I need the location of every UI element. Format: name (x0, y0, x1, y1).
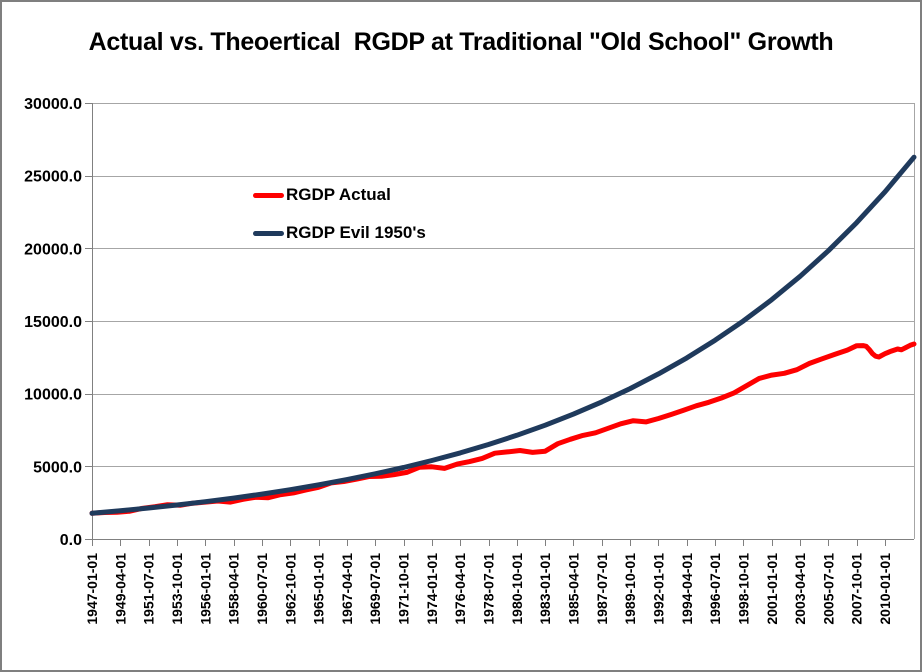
x-tick-label: 1987-07-01 (594, 553, 610, 625)
x-tick-label: 1989-10-01 (622, 553, 638, 625)
y-tick-label: 20000.0 (24, 241, 82, 258)
x-tick-label: 2010-01-01 (877, 553, 893, 625)
y-tick-label: 15000.0 (24, 314, 82, 331)
x-tick-label: 2003-04-01 (792, 553, 808, 625)
legend-swatch-rgdp-actual-icon (253, 192, 284, 198)
x-tick-label: 1965-01-01 (311, 553, 327, 625)
x-tick-label: 1949-04-01 (112, 553, 128, 625)
x-tick-label: 1962-10-01 (282, 553, 298, 625)
x-tick-label: 1958-04-01 (226, 553, 242, 625)
x-tick-label: 1996-07-01 (707, 553, 723, 625)
x-tick-label: 1971-10-01 (396, 553, 412, 625)
x-tick-label: 1992-01-01 (650, 553, 666, 625)
series-line-rgdp-actual (89, 341, 917, 516)
x-tick-label: 1983-01-01 (537, 553, 553, 625)
y-tick-label: 5000.0 (33, 459, 82, 476)
legend-item-rgdp-actual: RGDP Actual (253, 185, 426, 204)
x-tick-label: 1985-04-01 (565, 553, 581, 625)
x-tick-label: 1960-07-01 (254, 553, 270, 625)
y-tick-label: 30000.0 (24, 96, 82, 113)
x-tick-label: 1976-04-01 (452, 553, 468, 625)
series-line-rgdp-evil-1950-s (89, 154, 917, 516)
x-tick-label: 1994-04-01 (679, 553, 695, 625)
x-tick-label: 1953-10-01 (169, 553, 185, 625)
x-tick-label: 2001-01-01 (764, 553, 780, 625)
legend-label-rgdp-actual: RGDP Actual (286, 185, 391, 204)
legend-item-rgdp-evil-1950s: RGDP Evil 1950's (253, 223, 426, 242)
legend-swatch-rgdp-evil-1950s-icon (253, 230, 284, 236)
x-tick-label: 1998-10-01 (735, 553, 751, 625)
legend: RGDP Actual RGDP Evil 1950's (253, 185, 426, 262)
x-tick-label: 1974-01-01 (424, 553, 440, 625)
x-tick-label: 2005-07-01 (820, 553, 836, 625)
x-tick-label: 1969-07-01 (367, 553, 383, 625)
x-tick-label: 1947-01-01 (84, 553, 100, 625)
x-tick-label: 2007-10-01 (849, 553, 865, 625)
y-tick-label: 10000.0 (24, 387, 82, 404)
x-tick-label: 1978-07-01 (481, 553, 497, 625)
x-tick-label: 1951-07-01 (141, 553, 157, 625)
x-tick-label: 1967-04-01 (339, 553, 355, 625)
x-tick-label: 1980-10-01 (509, 553, 525, 625)
x-tick-label: 1956-01-01 (197, 553, 213, 625)
y-tick-label: 0.0 (60, 532, 82, 549)
y-tick-label: 25000.0 (24, 169, 82, 186)
legend-label-rgdp-evil-1950s: RGDP Evil 1950's (286, 223, 426, 242)
chart-title: Actual vs. Theoertical RGDP at Tradition… (88, 28, 834, 56)
